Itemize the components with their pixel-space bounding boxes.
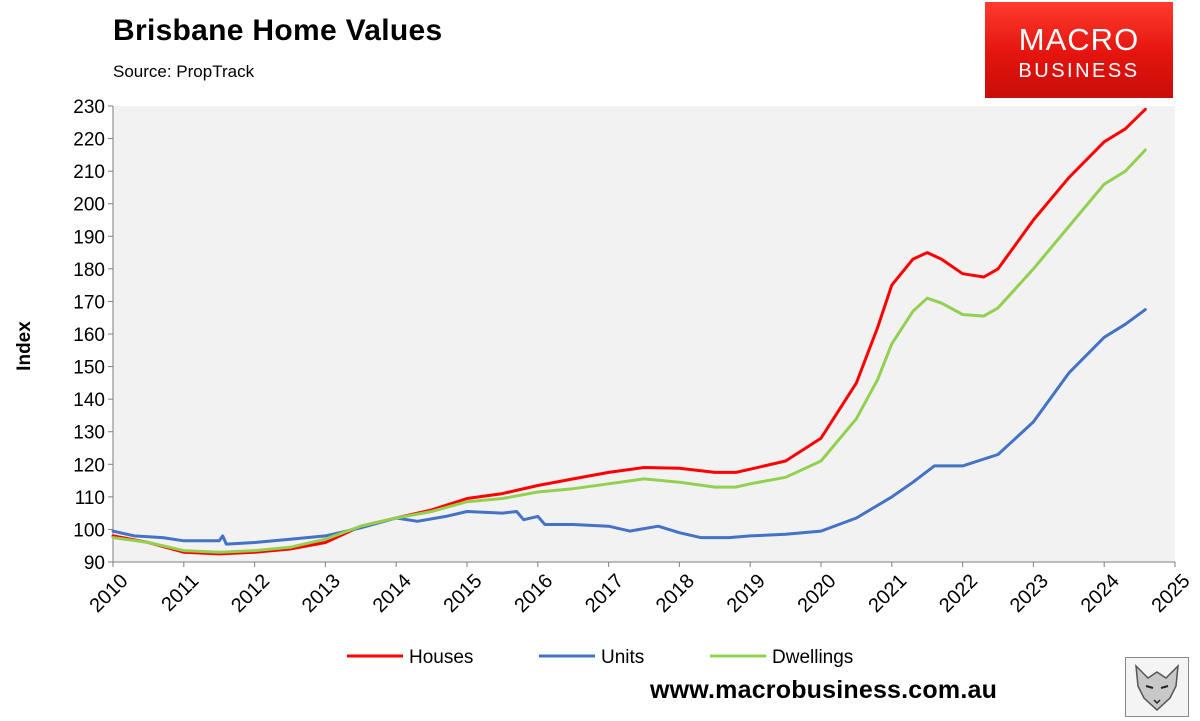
x-tick-label: 2011 bbox=[157, 570, 203, 616]
series-line-units bbox=[111, 308, 1147, 546]
footer-url: www.macrobusiness.com.au bbox=[650, 676, 998, 704]
legend-label-units: Units bbox=[601, 647, 644, 668]
macrobusiness-logo: MACRO BUSINESS bbox=[985, 2, 1173, 98]
wolf-logo-icon bbox=[1125, 657, 1189, 717]
x-tick-label: 2016 bbox=[510, 570, 557, 617]
y-tick-label: 130 bbox=[73, 423, 105, 444]
series-line-houses bbox=[111, 107, 1147, 556]
x-tick-label: 2017 bbox=[581, 570, 628, 617]
x-tick-label: 2025 bbox=[1148, 570, 1195, 617]
x-tick-label: 2020 bbox=[794, 570, 841, 617]
logo-line1: MACRO bbox=[1018, 22, 1140, 57]
x-tick-label: 2022 bbox=[935, 570, 982, 617]
legend-label-dwellings: Dwellings bbox=[772, 647, 853, 668]
x-tick-label: 2014 bbox=[369, 570, 416, 617]
x-tick-label: 2012 bbox=[227, 570, 274, 617]
y-tick-label: 160 bbox=[73, 325, 105, 346]
y-tick-label: 220 bbox=[73, 130, 105, 151]
y-tick-label: 150 bbox=[73, 358, 105, 379]
y-tick-label: 210 bbox=[73, 162, 105, 183]
y-tick-label: 170 bbox=[73, 292, 105, 313]
y-tick-label: 200 bbox=[73, 195, 105, 216]
y-tick-label: 180 bbox=[73, 260, 105, 281]
x-tick-label: 2023 bbox=[1006, 570, 1053, 617]
y-tick-label: 90 bbox=[84, 553, 105, 574]
x-tick-label: 2019 bbox=[723, 570, 770, 617]
chart-source: Source: PropTrack bbox=[113, 62, 255, 81]
y-tick-label: 100 bbox=[73, 520, 105, 541]
chart-title: Brisbane Home Values bbox=[113, 14, 443, 47]
x-tick-label: 2021 bbox=[864, 570, 911, 617]
y-tick-label: 140 bbox=[73, 390, 105, 411]
logo-line2: BUSINESS bbox=[1018, 60, 1140, 82]
x-tick-label: 2010 bbox=[86, 570, 133, 617]
x-tick-label: 2018 bbox=[652, 570, 699, 617]
y-tick-label: 120 bbox=[73, 455, 105, 476]
y-tick-label: 110 bbox=[75, 488, 105, 509]
y-axis-title: Index bbox=[14, 321, 35, 371]
y-tick-label: 190 bbox=[73, 227, 105, 248]
series-line-dwellings bbox=[111, 148, 1147, 554]
y-tick-label: 230 bbox=[73, 97, 105, 118]
x-tick-label: 2015 bbox=[440, 570, 487, 617]
x-tick-label: 2013 bbox=[298, 570, 345, 617]
plot-area bbox=[113, 106, 1175, 562]
legend-label-houses: Houses bbox=[409, 647, 473, 668]
x-tick-label: 2024 bbox=[1077, 570, 1124, 617]
